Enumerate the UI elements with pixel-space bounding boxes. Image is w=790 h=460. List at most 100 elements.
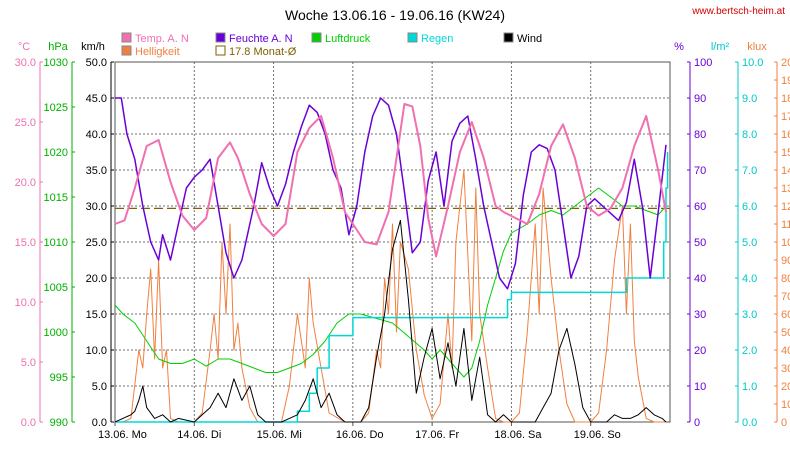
axis-tick-label: 0.0 xyxy=(742,417,757,429)
axis-tick-label: 1010 xyxy=(44,237,68,249)
axis-tick-label: 50.0 xyxy=(86,57,107,69)
series-wind xyxy=(114,219,667,423)
axis-tick-label: 1005 xyxy=(44,282,68,294)
axis-tick-label: 60 xyxy=(694,201,706,213)
series-feuchte-a-n xyxy=(115,97,667,290)
axis-tick-label: 140 xyxy=(781,165,790,177)
axis-tick-label: 150 xyxy=(781,147,790,159)
axis-tick-label: 25.0 xyxy=(15,117,36,129)
axis-tick-label: 40.0 xyxy=(86,129,107,141)
axis-tick-label: 30 xyxy=(781,363,790,375)
axis-tick-label: 20.0 xyxy=(86,273,107,285)
axis-tick-label: 20 xyxy=(694,345,706,357)
legend-swatch xyxy=(121,45,132,56)
axis-unit: hPa xyxy=(48,41,68,53)
axis-tick-label: 6.0 xyxy=(742,201,757,213)
axis-tick-label: 100 xyxy=(781,237,790,249)
axis-tick-label: 2.0 xyxy=(742,345,757,357)
legend-label: Helligkeit xyxy=(135,46,180,58)
axis-tick-label: 170 xyxy=(781,111,790,123)
axis-tick-label: 20.0 xyxy=(15,177,36,189)
x-tick-label: 15.06. Mi xyxy=(257,429,302,441)
series-luftdruck xyxy=(114,187,667,378)
series-temp-a-n xyxy=(114,103,667,258)
legend-label: Feuchte A. N xyxy=(229,33,293,45)
axis-tick-label: 990 xyxy=(50,417,68,429)
legend-label: Regen xyxy=(421,33,453,45)
axis-tick-label: 3.0 xyxy=(742,309,757,321)
axis-tick-label: 45.0 xyxy=(86,93,107,105)
axis-tick-label: 1020 xyxy=(44,147,68,159)
axis-tick-label: 9.0 xyxy=(742,93,757,105)
axis-tick-label: 10.0 xyxy=(742,57,763,69)
axis-tick-label: 90 xyxy=(694,93,706,105)
axis-tick-label: 25.0 xyxy=(86,237,107,249)
legend-swatch xyxy=(503,32,514,43)
axis-tick-label: 0 xyxy=(694,417,700,429)
plot-area xyxy=(114,61,671,423)
chart-title: Woche 13.06.16 - 19.06.16 (KW24) xyxy=(285,7,505,23)
x-tick-label: 14.06. Di xyxy=(177,429,221,441)
axis-tick-label: 7.0 xyxy=(742,165,757,177)
axis-tick-label: 1015 xyxy=(44,192,68,204)
axis-tick-label: 200 xyxy=(781,57,790,69)
axis-tick-label: 1025 xyxy=(44,102,68,114)
axis-tick-label: 120 xyxy=(781,201,790,213)
axis-tick-label: 30.0 xyxy=(15,57,36,69)
axes: °C0.05.010.015.020.025.030.0hPa990995100… xyxy=(15,41,790,441)
x-tick-label: 19.06. So xyxy=(574,429,621,441)
axis-tick-label: 1.0 xyxy=(742,381,757,393)
axis-tick-label: 190 xyxy=(781,75,790,87)
legend-swatch xyxy=(311,32,322,43)
axis-tick-label: 40 xyxy=(781,345,790,357)
legend-label: Luftdruck xyxy=(325,33,371,45)
axis-tick-label: 0.0 xyxy=(92,417,107,429)
axis-tick-label: 130 xyxy=(781,183,790,195)
axis-unit: °C xyxy=(18,41,30,53)
axis-tick-label: 8.0 xyxy=(742,129,757,141)
axis-tick-label: 180 xyxy=(781,93,790,105)
axis-tick-label: 5.0 xyxy=(92,381,107,393)
axis-tick-label: 10 xyxy=(781,399,790,411)
legend-swatch xyxy=(215,32,226,43)
axis-tick-label: 70 xyxy=(781,291,790,303)
axis-tick-label: 40 xyxy=(694,273,706,285)
source-link[interactable]: www.bertsch-heim.at xyxy=(691,6,785,17)
x-tick-label: 13.06. Mo xyxy=(98,429,147,441)
axis-tick-label: 50 xyxy=(781,327,790,339)
axis-tick-label: 35.0 xyxy=(86,165,107,177)
axis-tick-label: 10.0 xyxy=(15,297,36,309)
legend-swatch xyxy=(215,45,226,56)
axis-unit: klux xyxy=(747,41,767,53)
legend-label: Wind xyxy=(517,33,542,45)
legend-swatch xyxy=(121,32,132,43)
axis-tick-label: 10 xyxy=(694,381,706,393)
axis-tick-label: 110 xyxy=(781,219,790,231)
axis-tick-label: 15.0 xyxy=(15,237,36,249)
axis-unit: l/m² xyxy=(711,41,730,53)
axis-tick-label: 1030 xyxy=(44,57,68,69)
x-tick-label: 16.06. Do xyxy=(336,429,384,441)
axis-tick-label: 1000 xyxy=(44,327,68,339)
axis-tick-label: 10.0 xyxy=(86,345,107,357)
axis-tick-label: 80 xyxy=(781,273,790,285)
axis-tick-label: 0 xyxy=(781,417,787,429)
axis-tick-label: 160 xyxy=(781,129,790,141)
plot-frame xyxy=(114,61,671,423)
x-tick-label: 18.06. Sa xyxy=(494,429,542,441)
axis-tick-label: 5.0 xyxy=(742,237,757,249)
series-regen xyxy=(115,152,669,423)
legend-label: Temp. A. N xyxy=(135,33,189,45)
axis-tick-label: 50 xyxy=(694,237,706,249)
axis-tick-label: 30.0 xyxy=(86,201,107,213)
axis-tick-label: 90 xyxy=(781,255,790,267)
axis-unit: km/h xyxy=(81,41,105,53)
legend-label: 17.8 Monat-Ø xyxy=(229,46,297,58)
axis-tick-label: 30 xyxy=(694,309,706,321)
axis-tick-label: 100 xyxy=(694,57,712,69)
axis-tick-label: 70 xyxy=(694,165,706,177)
axis-tick-label: 995 xyxy=(50,372,68,384)
